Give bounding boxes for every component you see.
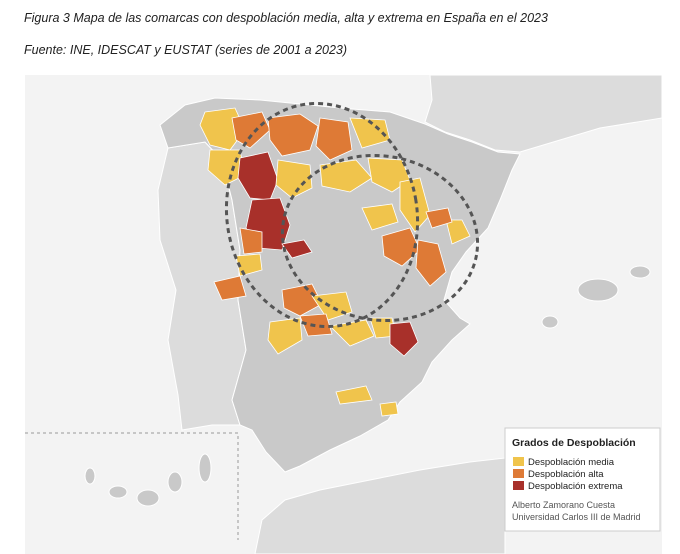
region-media [361, 203, 399, 231]
island [198, 453, 212, 483]
inset-border [25, 432, 239, 540]
dashed-zone [280, 153, 480, 323]
legend-swatch [513, 457, 524, 466]
menorca [629, 265, 651, 279]
legend-label: Despoblación media [528, 457, 615, 468]
legend-title: Grados de Despoblación [512, 437, 636, 449]
region-alta [239, 227, 263, 255]
credit-institution: Universidad Carlos III de Madrid [512, 512, 641, 522]
region-alta [315, 117, 353, 161]
region-extrema [389, 321, 419, 357]
ibiza [541, 315, 559, 329]
france [424, 74, 663, 153]
island [108, 485, 128, 499]
legend-box [504, 427, 661, 532]
island [84, 467, 96, 485]
region-media [379, 401, 399, 417]
legend-label: Despoblación extrema [528, 481, 623, 492]
dashed-zone [224, 101, 420, 329]
mallorca [577, 278, 619, 302]
region-alta [299, 313, 333, 337]
region-alta [213, 275, 247, 301]
region-media [275, 159, 313, 199]
region-media [399, 177, 431, 233]
credit-author: Alberto Zamorano Cuesta [512, 500, 615, 510]
island [136, 489, 160, 507]
island [167, 471, 183, 493]
region-alta [231, 111, 271, 149]
region-alta [267, 113, 319, 157]
legend-swatch [513, 469, 524, 478]
legend-label: Despoblación alta [528, 469, 604, 480]
region-media [319, 159, 373, 193]
region-extrema [281, 239, 313, 259]
region-media [335, 385, 373, 405]
region-media [445, 219, 471, 245]
figure-source: Fuente: INE, IDESCAT y EUSTAT (series de… [24, 43, 348, 57]
figure-caption: Figura 3 Mapa de las comarcas con despob… [24, 11, 548, 25]
region-alta [381, 227, 421, 267]
region-alta [415, 239, 447, 287]
legend-swatch [513, 481, 524, 490]
region-alta [425, 207, 453, 229]
